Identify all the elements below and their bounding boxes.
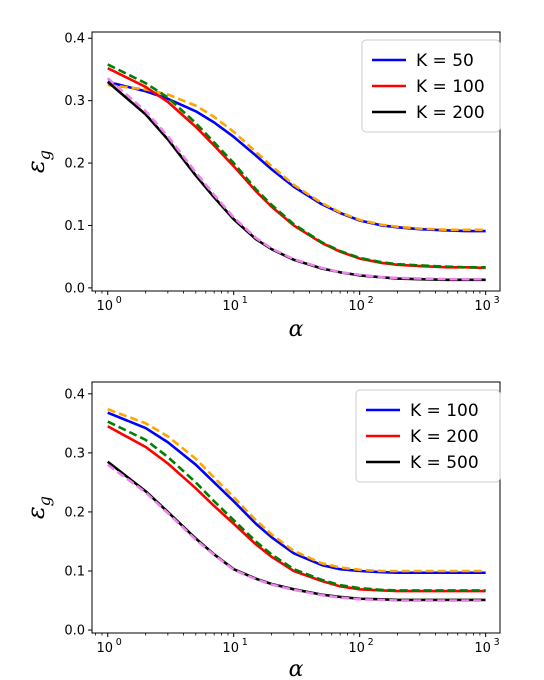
bottom-x-tick-exponent-0: 0 — [116, 637, 122, 648]
top-y-axis-label-main: ε — [22, 160, 50, 173]
top-x-tick-exponent-2: 2 — [368, 295, 374, 306]
top-x-tick-label-3: 10 — [474, 299, 491, 314]
bottom-y-tick-label-0: 0.0 — [64, 624, 85, 639]
top-legend-label-1: K = 100 — [416, 77, 485, 97]
bottom-legend-label-0: K = 100 — [410, 401, 479, 421]
top-y-axis-label: εg — [22, 150, 54, 173]
bottom-x-tick-label-0: 10 — [96, 641, 113, 656]
top-legend-box — [361, 39, 501, 133]
chart-top: 0.0 0.1 0.2 0.3 0.4 10 0 10 1 10 2 10 3 α εg K = 50 K = … — [22, 31, 501, 340]
bottom-y-tick-label-4: 0.4 — [64, 387, 85, 402]
top-y-tick-label-0: 0.0 — [64, 281, 85, 296]
chart-bottom: 0.0 0.1 0.2 0.3 0.4 10 0 10 1 10 2 10 3 α εg K = 100 K =… — [0, 340, 544, 680]
top-x-axis-label: α — [289, 317, 304, 340]
bottom-legend-label-2: K = 500 — [410, 453, 479, 473]
top-y-axis-label-sub: g — [35, 150, 54, 160]
top-y-tick-label-3: 0.3 — [64, 94, 85, 109]
bottom-x-axis-label: α — [289, 657, 304, 680]
bottom-series-group — [106, 407, 486, 602]
top-series-line-5 — [106, 77, 486, 281]
bottom-legend-label-1: K = 200 — [410, 427, 479, 447]
bottom-series-line-5 — [106, 463, 486, 602]
bottom-x-tick-label-2: 10 — [348, 641, 365, 656]
bottom-x-tick-exponent-2: 2 — [368, 637, 374, 648]
top-y-tick-label-1: 0.1 — [64, 219, 85, 234]
bottom-x-tick-label-1: 10 — [222, 641, 239, 656]
top-x-tick-exponent-1: 1 — [242, 295, 248, 306]
bottom-y-axis-label-sub: g — [35, 496, 54, 506]
bottom-y-tick-label-3: 0.3 — [64, 446, 85, 461]
bottom-x-tick-label-3: 10 — [474, 641, 491, 656]
top-series-line-0 — [107, 80, 486, 233]
bottom-series-line-0 — [107, 411, 486, 575]
bottom-y-tick-label-1: 0.1 — [64, 564, 85, 579]
top-legend-label-2: K = 200 — [416, 103, 485, 123]
top-x-tick-exponent-0: 0 — [116, 295, 122, 306]
top-x-tick-exponent-3: 3 — [494, 295, 500, 306]
bottom-plot-frame — [91, 381, 501, 634]
bottom-y-tick-label-2: 0.2 — [64, 505, 85, 520]
top-x-tick-label-0: 10 — [96, 299, 113, 314]
bottom-legend-box — [355, 389, 501, 483]
top-y-axis-label-group: εg — [22, 150, 54, 173]
bottom-x-tick-exponent-1: 1 — [242, 637, 248, 648]
top-legend-label-0: K = 50 — [416, 51, 474, 71]
bottom-y-axis-label-main: ε — [22, 506, 50, 519]
top-series-group — [106, 63, 486, 282]
bottom-x-tick-exponent-3: 3 — [494, 637, 500, 648]
top-series-line-3 — [107, 63, 486, 269]
top-y-tick-label-4: 0.4 — [64, 32, 85, 47]
top-series-line-1 — [107, 83, 486, 232]
bottom-series-line-1 — [107, 407, 486, 573]
bottom-y-axis-label-group: εg — [22, 496, 54, 519]
top-y-tick-label-2: 0.2 — [64, 157, 85, 172]
bottom-series-line-3 — [107, 420, 486, 592]
top-x-tick-label-2: 10 — [348, 299, 365, 314]
top-x-tick-label-1: 10 — [222, 299, 239, 314]
bottom-y-axis-label: εg — [22, 496, 54, 519]
top-plot-frame — [91, 31, 501, 292]
